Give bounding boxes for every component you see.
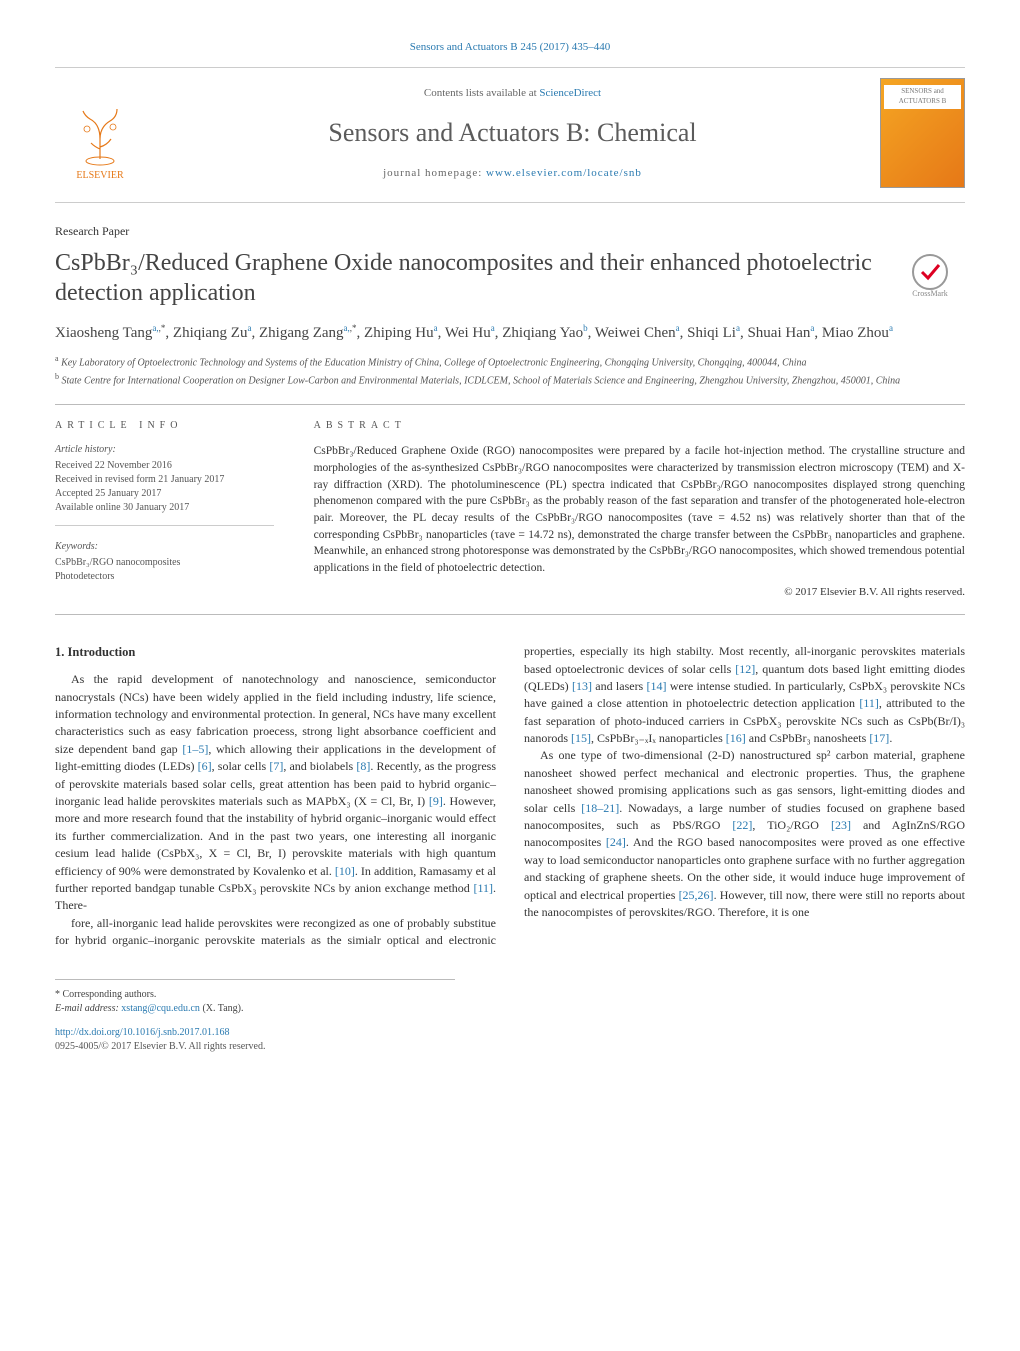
citation-link[interactable]: [14] xyxy=(647,679,667,693)
crossmark-badge[interactable]: CrossMark xyxy=(895,248,965,296)
article-type: Research Paper xyxy=(55,223,965,240)
citation-link[interactable]: [8] xyxy=(356,759,370,773)
author-list: Xiaosheng Tanga,,*, Zhiqiang Zua, Zhigan… xyxy=(55,322,965,345)
issn-copyright: 0925-4005/© 2017 Elsevier B.V. All right… xyxy=(55,1040,455,1054)
citation-link[interactable]: [11] xyxy=(859,696,879,710)
article-title: CsPbBr₃/Reduced Graphene Oxide nanocompo… xyxy=(55,248,895,308)
citation-link[interactable]: [18–21] xyxy=(581,801,619,815)
masthead-center: Contents lists available at ScienceDirec… xyxy=(145,86,880,181)
citation-link[interactable]: [10] xyxy=(335,864,355,878)
affiliations: a Key Laboratory of Optoelectronic Techn… xyxy=(55,353,965,389)
abstract-text: CsPbBr₃/Reduced Graphene Oxide (RGO) nan… xyxy=(314,443,965,576)
citation-link[interactable]: [22] xyxy=(732,818,752,832)
citation-link[interactable]: [11] xyxy=(473,881,493,895)
email-line: E-mail address: xstang@cqu.edu.cn (X. Ta… xyxy=(55,1002,455,1016)
running-head-link[interactable]: Sensors and Actuators B 245 (2017) 435–4… xyxy=(410,41,610,53)
abstract: ABSTRACT CsPbBr₃/Reduced Graphene Oxide … xyxy=(292,405,965,614)
corresponding-note: * Corresponding authors. xyxy=(55,988,455,1002)
email-person: (X. Tang). xyxy=(200,1003,244,1014)
crossmark-icon xyxy=(910,252,950,292)
sciencedirect-link[interactable]: ScienceDirect xyxy=(539,87,601,99)
body-para-3: As one type of two-dimensional (2-D) nan… xyxy=(524,747,965,921)
contents-line: Contents lists available at ScienceDirec… xyxy=(165,86,860,101)
citation-link[interactable]: [25,26] xyxy=(679,888,714,902)
citation-link[interactable]: [12] xyxy=(735,662,755,676)
publisher-logo: ELSEVIER xyxy=(55,83,145,183)
body-text: 1. Introduction As the rapid development… xyxy=(55,643,965,949)
email-label: E-mail address: xyxy=(55,1003,121,1014)
elsevier-tree-icon xyxy=(65,99,135,169)
history-block: Article history: Received 22 November 20… xyxy=(55,443,274,526)
citation-link[interactable]: [17] xyxy=(869,731,889,745)
citation-link[interactable]: [23] xyxy=(831,818,851,832)
homepage-link[interactable]: www.elsevier.com/locate/snb xyxy=(486,167,642,179)
article-info: ARTICLE INFO Article history: Received 2… xyxy=(55,405,292,614)
citation-link[interactable]: [13] xyxy=(572,679,592,693)
citation-link[interactable]: [24] xyxy=(606,835,626,849)
masthead: ELSEVIER Contents lists available at Sci… xyxy=(55,68,965,203)
email-link[interactable]: xstang@cqu.edu.cn xyxy=(121,1003,200,1014)
crossmark-label: CrossMark xyxy=(912,288,948,299)
publisher-name: ELSEVIER xyxy=(76,169,123,183)
footer: * Corresponding authors. E-mail address:… xyxy=(55,979,455,1054)
citation-link[interactable]: [1–5] xyxy=(182,742,208,756)
body-para-1: As the rapid development of nanotechnolo… xyxy=(55,671,496,914)
citation-link[interactable]: [7] xyxy=(269,759,283,773)
citation-link[interactable]: [9] xyxy=(429,794,443,808)
journal-name: Sensors and Actuators B: Chemical xyxy=(165,115,860,151)
keywords-block: Keywords: CsPbBr₃/RGO nanocompositesPhot… xyxy=(55,540,274,584)
keywords-title: Keywords: xyxy=(55,540,274,554)
history-title: Article history: xyxy=(55,443,274,457)
info-label: ARTICLE INFO xyxy=(55,419,274,433)
journal-cover: SENSORS andACTUATORS B xyxy=(880,78,965,188)
abstract-label: ABSTRACT xyxy=(314,419,965,433)
contents-prefix: Contents lists available at xyxy=(424,87,539,99)
homepage-line: journal homepage: www.elsevier.com/locat… xyxy=(165,166,860,181)
intro-heading: 1. Introduction xyxy=(55,643,496,661)
citation-link[interactable]: [6] xyxy=(198,759,212,773)
citation-link[interactable]: [15] xyxy=(571,731,591,745)
doi-line: http://dx.doi.org/10.1016/j.snb.2017.01.… xyxy=(55,1026,455,1040)
homepage-prefix: journal homepage: xyxy=(383,167,486,179)
abstract-copyright: © 2017 Elsevier B.V. All rights reserved… xyxy=(314,585,965,600)
citation-link[interactable]: [16] xyxy=(726,731,746,745)
cover-title: SENSORS andACTUATORS B xyxy=(884,85,961,109)
doi-link[interactable]: http://dx.doi.org/10.1016/j.snb.2017.01.… xyxy=(55,1027,230,1038)
running-head: Sensors and Actuators B 245 (2017) 435–4… xyxy=(55,40,965,55)
